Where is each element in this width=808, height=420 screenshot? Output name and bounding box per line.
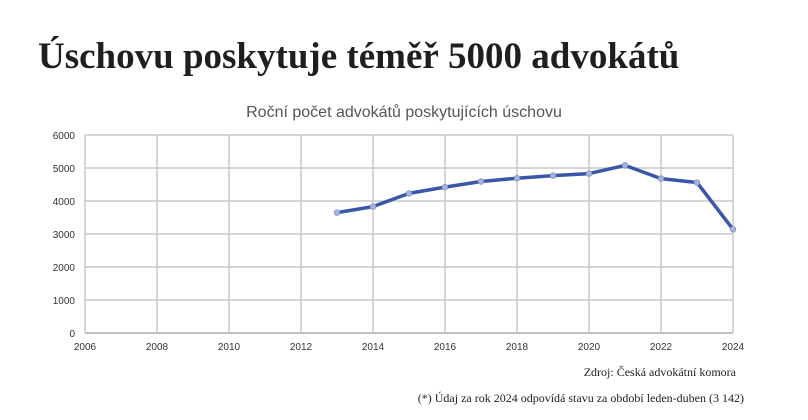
data-point — [549, 172, 557, 179]
data-point — [441, 183, 449, 191]
data-point — [729, 226, 737, 233]
x-tick-label: 2022 — [650, 342, 673, 353]
data-point — [513, 175, 521, 182]
source-note: Zdroj: Česká advokátní komora — [583, 365, 736, 379]
data-point — [369, 203, 377, 210]
data-point — [333, 209, 341, 216]
x-tick-label: 2014 — [362, 342, 385, 353]
x-tick-label: 2006 — [74, 342, 97, 353]
footnote: (*) Údaj za rok 2024 odpovídá stavu za o… — [417, 391, 744, 405]
y-tick-label: 1000 — [53, 296, 76, 307]
y-tick-label: 6000 — [53, 131, 76, 142]
data-point — [693, 179, 701, 186]
x-tick-label: 2010 — [218, 342, 241, 353]
y-tick-label: 5000 — [53, 164, 76, 175]
chart-title: Roční počet advokátů poskytujících úscho… — [246, 104, 562, 121]
data-point — [585, 170, 593, 177]
data-point — [477, 178, 485, 185]
y-tick-label: 3000 — [53, 230, 76, 241]
x-tick-label: 2020 — [578, 342, 601, 353]
x-tick-label: 2016 — [434, 342, 457, 353]
y-tick-label: 0 — [69, 329, 75, 340]
data-point — [621, 162, 629, 169]
y-tick-label: 4000 — [53, 197, 76, 208]
headline: Úschovu poskytuje téměř 5000 advokátů — [38, 36, 680, 77]
x-tick-label: 2024 — [722, 342, 745, 353]
x-tick-label: 2018 — [506, 342, 529, 353]
data-point — [405, 190, 413, 197]
x-tick-label: 2012 — [290, 342, 313, 353]
x-tick-label: 2008 — [146, 342, 169, 353]
y-tick-label: 2000 — [53, 263, 76, 274]
series-line — [335, 163, 735, 232]
data-point — [657, 175, 665, 182]
